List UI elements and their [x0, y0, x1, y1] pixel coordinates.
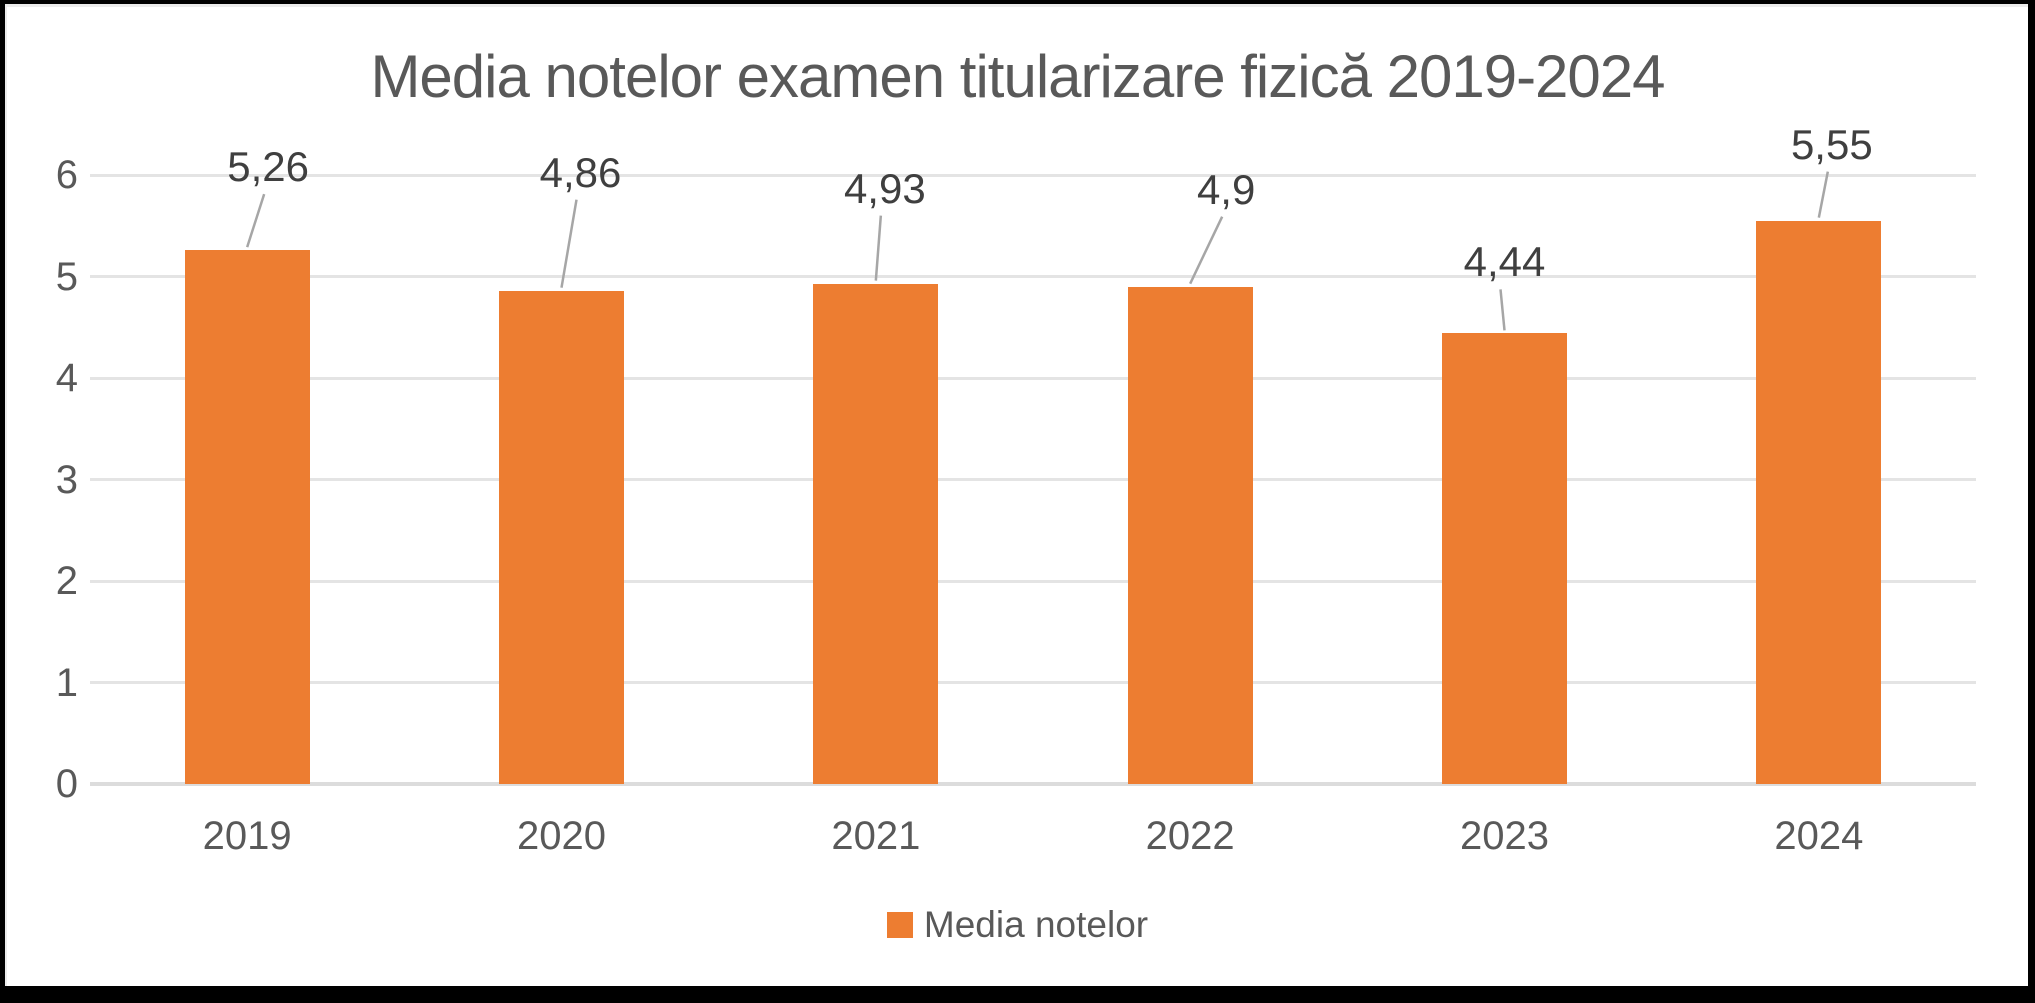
- data-label-2019: 5,26: [227, 143, 310, 191]
- leader-line-2024: [1817, 171, 1830, 218]
- x-tick-label-2020: 2020: [517, 814, 606, 858]
- bar-2019: [184, 250, 310, 784]
- frame-border-top: [0, 0, 2035, 4]
- y-tick-label-0: 0: [55, 762, 78, 806]
- leader-line-2019: [245, 193, 266, 248]
- gridline-1: [90, 681, 1976, 684]
- frame-border-bottom: [0, 986, 2035, 1003]
- data-label-2024: 5,55: [1790, 120, 1873, 168]
- frame-border-right: [2028, 0, 2035, 1003]
- gridline-6: [90, 173, 1976, 177]
- legend-label: Media notelor: [923, 904, 1149, 945]
- chart-title: Media notelor examen titularizare fizică…: [370, 43, 1665, 110]
- bar-2021: [813, 283, 939, 784]
- leader-line-2023: [1499, 289, 1506, 331]
- leader-line-2021: [874, 215, 883, 281]
- y-tick-label-4: 4: [55, 356, 78, 400]
- frame-border-left: [0, 0, 5, 1003]
- gridline-3: [90, 478, 1976, 481]
- y-tick-label-5: 5: [55, 254, 78, 299]
- x-tick-label-2019: 2019: [202, 814, 292, 858]
- gridline-4: [90, 376, 1976, 380]
- gridline-0: [90, 782, 1976, 786]
- bar-2023: [1442, 333, 1567, 784]
- data-label-2023: 4,44: [1463, 238, 1546, 286]
- x-tick-label-2023: 2023: [1460, 814, 1549, 858]
- y-tick-label-6: 6: [55, 153, 78, 197]
- bar-2022: [1127, 286, 1253, 784]
- gridline-5: [90, 275, 1976, 278]
- x-tick-label-2022: 2022: [1145, 814, 1235, 858]
- legend-swatch-icon: [886, 912, 913, 938]
- x-tick-label-2024: 2024: [1774, 814, 1864, 858]
- leader-line-2022: [1189, 216, 1224, 285]
- bar-2020: [499, 290, 624, 784]
- x-tick-label-2021: 2021: [831, 814, 921, 858]
- legend: Media notelor: [0, 903, 2035, 947]
- data-label-2020: 4,86: [539, 148, 622, 196]
- bar-2024: [1756, 220, 1882, 784]
- y-tick-label-1: 1: [55, 660, 78, 705]
- data-label-2021: 4,93: [843, 164, 926, 212]
- leader-line-2020: [560, 199, 578, 288]
- gridline-2: [90, 579, 1976, 583]
- data-label-2022: 4,9: [1196, 165, 1256, 213]
- y-tick-label-2: 2: [55, 559, 78, 603]
- y-tick-label-3: 3: [55, 457, 78, 502]
